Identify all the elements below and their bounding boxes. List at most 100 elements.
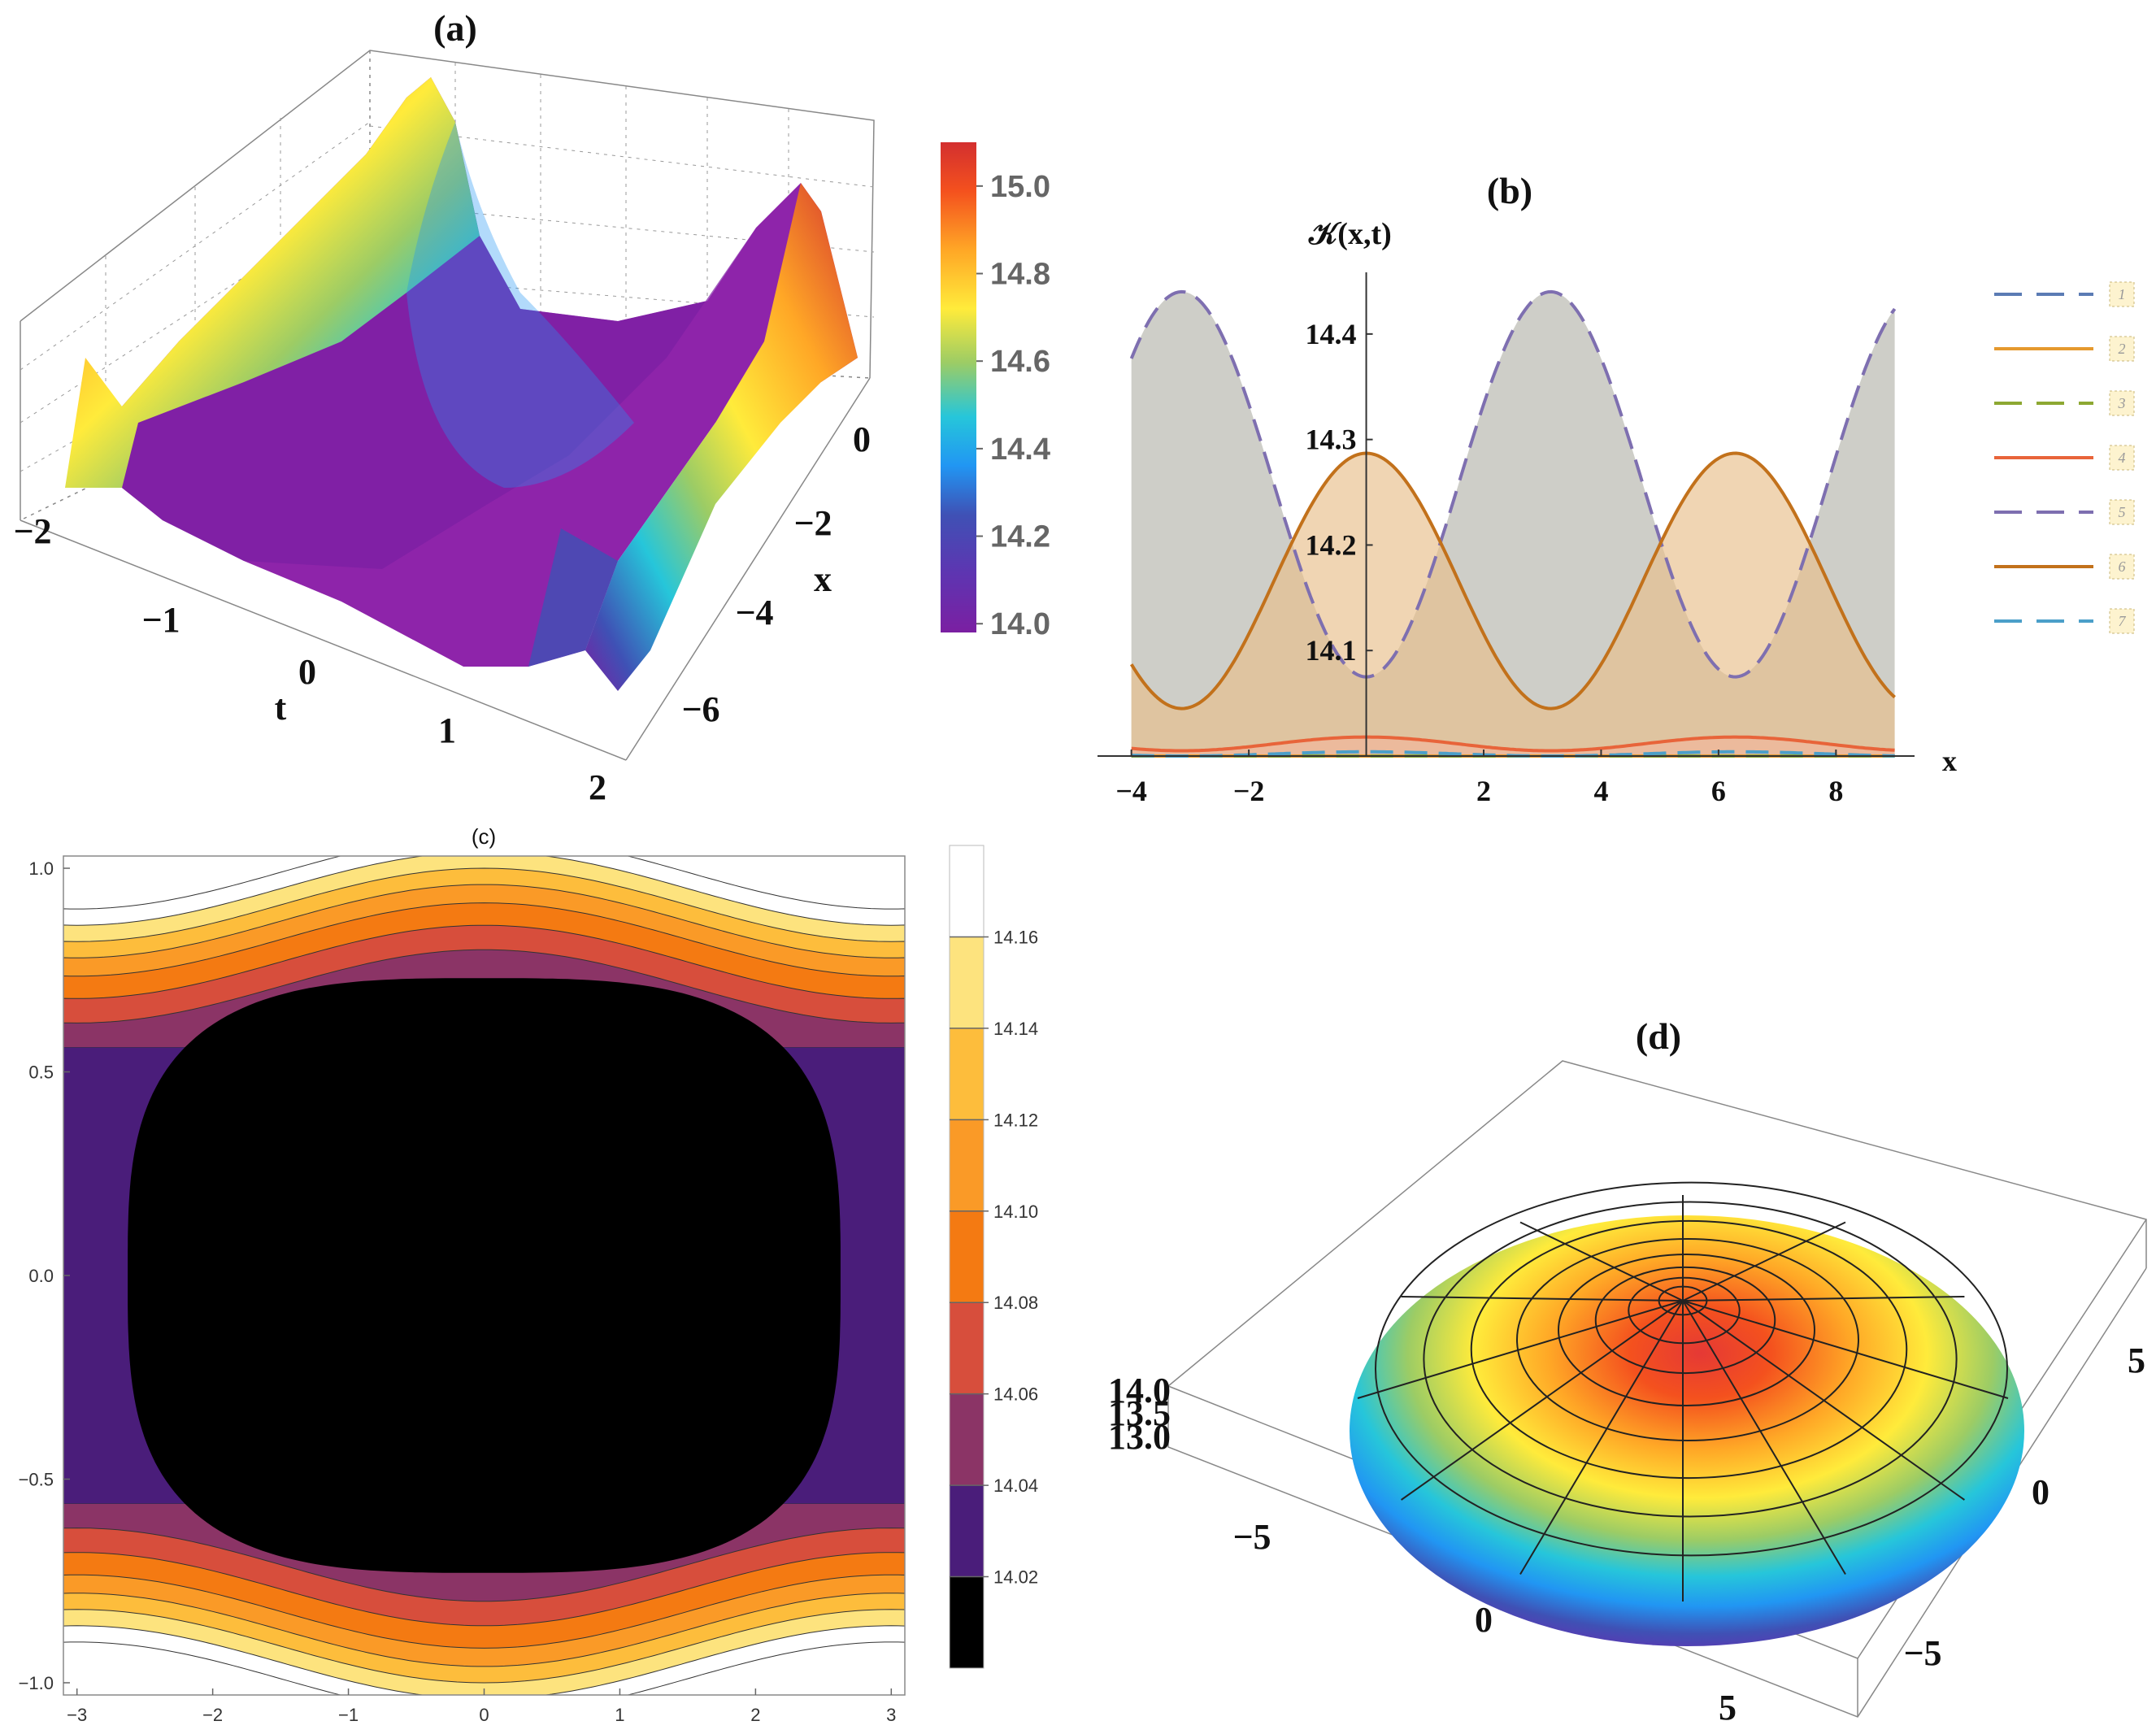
a-tick-x-3: −6 <box>681 689 719 729</box>
a-tick-t-4: 2 <box>589 767 606 807</box>
c-colorbar-tick-1: 14.04 <box>993 1475 1038 1496</box>
panel-a-x-ticks: 0 −2 −4 −6 x <box>681 419 871 729</box>
b-x-tick-2: 2 <box>1476 775 1491 807</box>
d-tick-z-0: 14.0 <box>1108 1371 1171 1410</box>
d-mesh-spoke-1 <box>1682 1300 1965 1501</box>
c-colorbar-tick-6: 14.14 <box>993 1019 1038 1039</box>
panel-d-title: (d) <box>1636 1015 1681 1057</box>
d-mesh-spoke-8 <box>1519 1221 1684 1302</box>
b-xlabel: x <box>1942 745 1957 777</box>
c-colorbar-band-2 <box>950 1393 984 1486</box>
c-colorbar-band-4 <box>950 1210 984 1303</box>
c-colorbar-band-8 <box>950 845 984 937</box>
a-colorbar-ticks: 14.0 14.2 14.4 14.6 14.8 15.0 <box>976 170 1050 641</box>
c-x-tick-3: 0 <box>479 1705 489 1725</box>
d-tick-x-2: 5 <box>1719 1688 1737 1727</box>
panel-c-title: (c) <box>472 824 496 849</box>
c-colorbar: 14.02 14.04 14.06 14.08 14.10 14.12 14.14 14.16 <box>949 845 1038 1669</box>
d-tick-y-1: 0 <box>2032 1472 2050 1512</box>
c-colorbar-frame <box>949 845 985 1669</box>
b-y-tick-2: 14.3 <box>1306 424 1357 456</box>
c-colorbar-tick-3: 14.08 <box>993 1293 1038 1313</box>
b-y-tick-1: 14.2 <box>1306 528 1357 561</box>
a-tick-t-1: −1 <box>141 600 180 640</box>
b-line-series-6 <box>1130 451 1896 711</box>
d-mesh-ring-5 <box>1470 1219 1908 1480</box>
d-tick-x-1: 0 <box>1475 1600 1493 1640</box>
a-colorbar-tick-5: 15.0 <box>990 170 1050 204</box>
d-mesh-spoke-10 <box>1682 1221 1846 1302</box>
panel-c: (c) −3 −2 −1 0 1 2 31.00.50.0−0.5−1.0 14.0214.… <box>19 824 1039 1725</box>
c-colorbar-band-1 <box>950 1485 984 1577</box>
c-y-tick-1: 0.5 <box>28 1063 54 1083</box>
panel-a-title: (a) <box>433 7 477 49</box>
b-y-tick-0: 14.1 <box>1306 634 1357 667</box>
c-core-region <box>128 978 841 1573</box>
a-axis-label-t: t <box>275 688 287 728</box>
b-axes: −4 −2 2 4 6 8 14.1 14.2 14.3 14.4 <box>1098 272 1915 807</box>
b-legend-box-5 <box>2109 499 2135 525</box>
b-x-tick-3: 4 <box>1593 775 1608 807</box>
c-y-tick-3: −0.5 <box>19 1469 54 1489</box>
d-mesh-ring-2 <box>1594 1266 1776 1375</box>
c-colorbar-tick-7: 14.16 <box>993 927 1038 947</box>
d-mesh <box>1357 1181 2009 1601</box>
c-colorbar-band-3 <box>950 1302 984 1394</box>
a-colorbar-tick-2: 14.4 <box>990 432 1050 467</box>
d-mesh-spoke-6 <box>1357 1300 1684 1399</box>
c-y-tick-0: 1.0 <box>28 858 54 879</box>
c-colorbar-tick-2: 14.06 <box>993 1384 1038 1405</box>
c-colorbar-tick-4: 14.10 <box>993 1202 1038 1222</box>
b-x-tick-4: 6 <box>1711 775 1726 807</box>
c-colorbar-tick-5: 14.12 <box>993 1110 1038 1130</box>
d-mesh-ring-7 <box>1375 1181 2008 1557</box>
c-x-tick-0: −3 <box>67 1705 87 1725</box>
c-x-tick-1: −2 <box>202 1705 223 1725</box>
a-tick-t-0: −2 <box>13 511 51 551</box>
d-tick-z-1: 13.5 <box>1108 1393 1171 1433</box>
d-mesh-ring-3 <box>1558 1254 1815 1406</box>
a-tick-t-2: 0 <box>298 652 316 692</box>
b-legend-box-2 <box>2109 336 2135 362</box>
a-colorbar-gradient <box>941 142 976 632</box>
b-ylabel: 𝒦(x,t) <box>1308 217 1392 251</box>
b-legend-box-6 <box>2109 554 2135 580</box>
b-legend-box-3 <box>2109 390 2135 416</box>
d-mesh-spoke-2 <box>1682 1300 1846 1575</box>
b-x-tick-1: −2 <box>1233 775 1265 807</box>
a-tick-x-0: 0 <box>853 419 871 459</box>
a-colorbar-tick-3: 14.6 <box>990 345 1050 379</box>
c-colorbar-band-5 <box>950 1119 984 1211</box>
a-tick-t-3: 1 <box>438 711 456 750</box>
b-legend-box-7 <box>2109 608 2135 634</box>
c-colorbar-tick-0: 14.02 <box>993 1567 1038 1588</box>
d-mesh-spoke-0 <box>1682 1300 2009 1399</box>
d-mesh-spoke-4 <box>1519 1300 1684 1575</box>
d-mesh-spoke-7 <box>1401 1296 1684 1302</box>
b-legend-box-4 <box>2109 445 2135 471</box>
a-tick-x-1: −2 <box>793 503 832 543</box>
c-x-tick-6: 3 <box>886 1705 896 1725</box>
b-fills <box>1131 291 1895 756</box>
d-ticks: −5 0 5 5 0 −5 14.0 13.5 13.0 <box>1108 1341 2145 1727</box>
a-colorbar-tick-1: 14.2 <box>990 520 1050 554</box>
b-legend-label-6: 6 <box>2119 558 2126 575</box>
c-plot <box>63 856 905 1695</box>
panel-b: (b) 𝒦(x,t) x −4 −2 2 4 6 8 14.1 14.2 14.3 14.4 1 2… <box>1098 170 2135 807</box>
c-ticks: −3 −2 −1 0 1 2 3 1.0 0.5 0.0 −0.5 −1.0 <box>19 858 897 1725</box>
b-x-tick-0: −4 <box>1115 775 1147 807</box>
b-x-tick-5: 8 <box>1828 775 1843 807</box>
d-mesh-ring-1 <box>1628 1276 1741 1345</box>
b-legend-label-7: 7 <box>2119 613 2127 629</box>
panel-a-t-ticks: −2 −1 0 1 2 t <box>13 511 606 807</box>
panel-a-surface <box>65 77 858 691</box>
panel-a: (a) <box>13 7 1050 807</box>
b-legend-label-5: 5 <box>2119 504 2126 520</box>
d-tick-y-0: 5 <box>2128 1341 2145 1380</box>
b-line-series-5 <box>1129 289 1897 679</box>
c-x-tick-2: −1 <box>338 1705 359 1725</box>
b-legend-label-2: 2 <box>2119 341 2126 357</box>
panel-d: (d) −5 0 5 5 0 −5 14.0 13.5 13.0 <box>1108 1015 2147 1727</box>
c-colorbar-band-6 <box>950 1028 984 1120</box>
b-legend-box-1 <box>2109 281 2135 307</box>
